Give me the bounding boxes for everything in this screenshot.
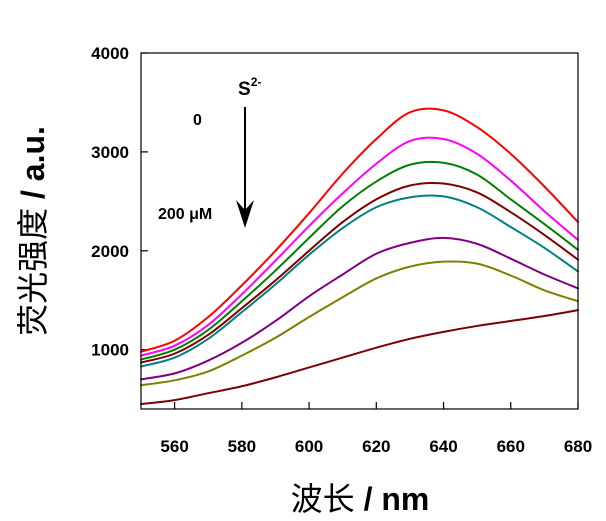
annotation-ion: S2- <box>238 75 261 100</box>
arrow-head-icon <box>236 200 254 228</box>
annotation-start-label: 0 <box>193 112 202 129</box>
y-tick-labels: 1000 2000 3000 4000 <box>91 44 129 360</box>
x-tick-label: 680 <box>564 437 592 456</box>
series-line <box>140 136 579 357</box>
series-line <box>140 107 579 353</box>
y-axis-title: 荧光强度 / a.u. <box>14 126 52 336</box>
series-layer <box>140 107 579 406</box>
x-tick-label: 600 <box>295 437 323 456</box>
series-line <box>140 260 579 387</box>
tick-marks <box>141 52 579 409</box>
series-line <box>140 236 579 381</box>
y-tick-label: 4000 <box>91 44 129 63</box>
series-line <box>140 160 579 361</box>
x-tick-label: 640 <box>429 437 457 456</box>
series-line <box>140 194 579 368</box>
x-tick-label: 560 <box>160 437 188 456</box>
series-line <box>140 181 579 364</box>
x-tick-labels: 560 580 600 620 640 660 680 <box>160 437 592 456</box>
annotation-ion-charge: 2- <box>251 75 262 89</box>
x-tick-label: 580 <box>228 437 256 456</box>
annotation-end-label: 200 μM <box>158 206 212 223</box>
y-tick-label: 2000 <box>91 242 129 261</box>
y-tick-label: 3000 <box>91 143 129 162</box>
plot-frame <box>140 52 579 410</box>
x-axis-title: 波长 / nm <box>291 480 430 518</box>
series-line <box>140 309 579 406</box>
x-tick-label: 620 <box>362 437 390 456</box>
y-tick-label: 1000 <box>91 341 129 360</box>
x-tick-label: 660 <box>497 437 525 456</box>
